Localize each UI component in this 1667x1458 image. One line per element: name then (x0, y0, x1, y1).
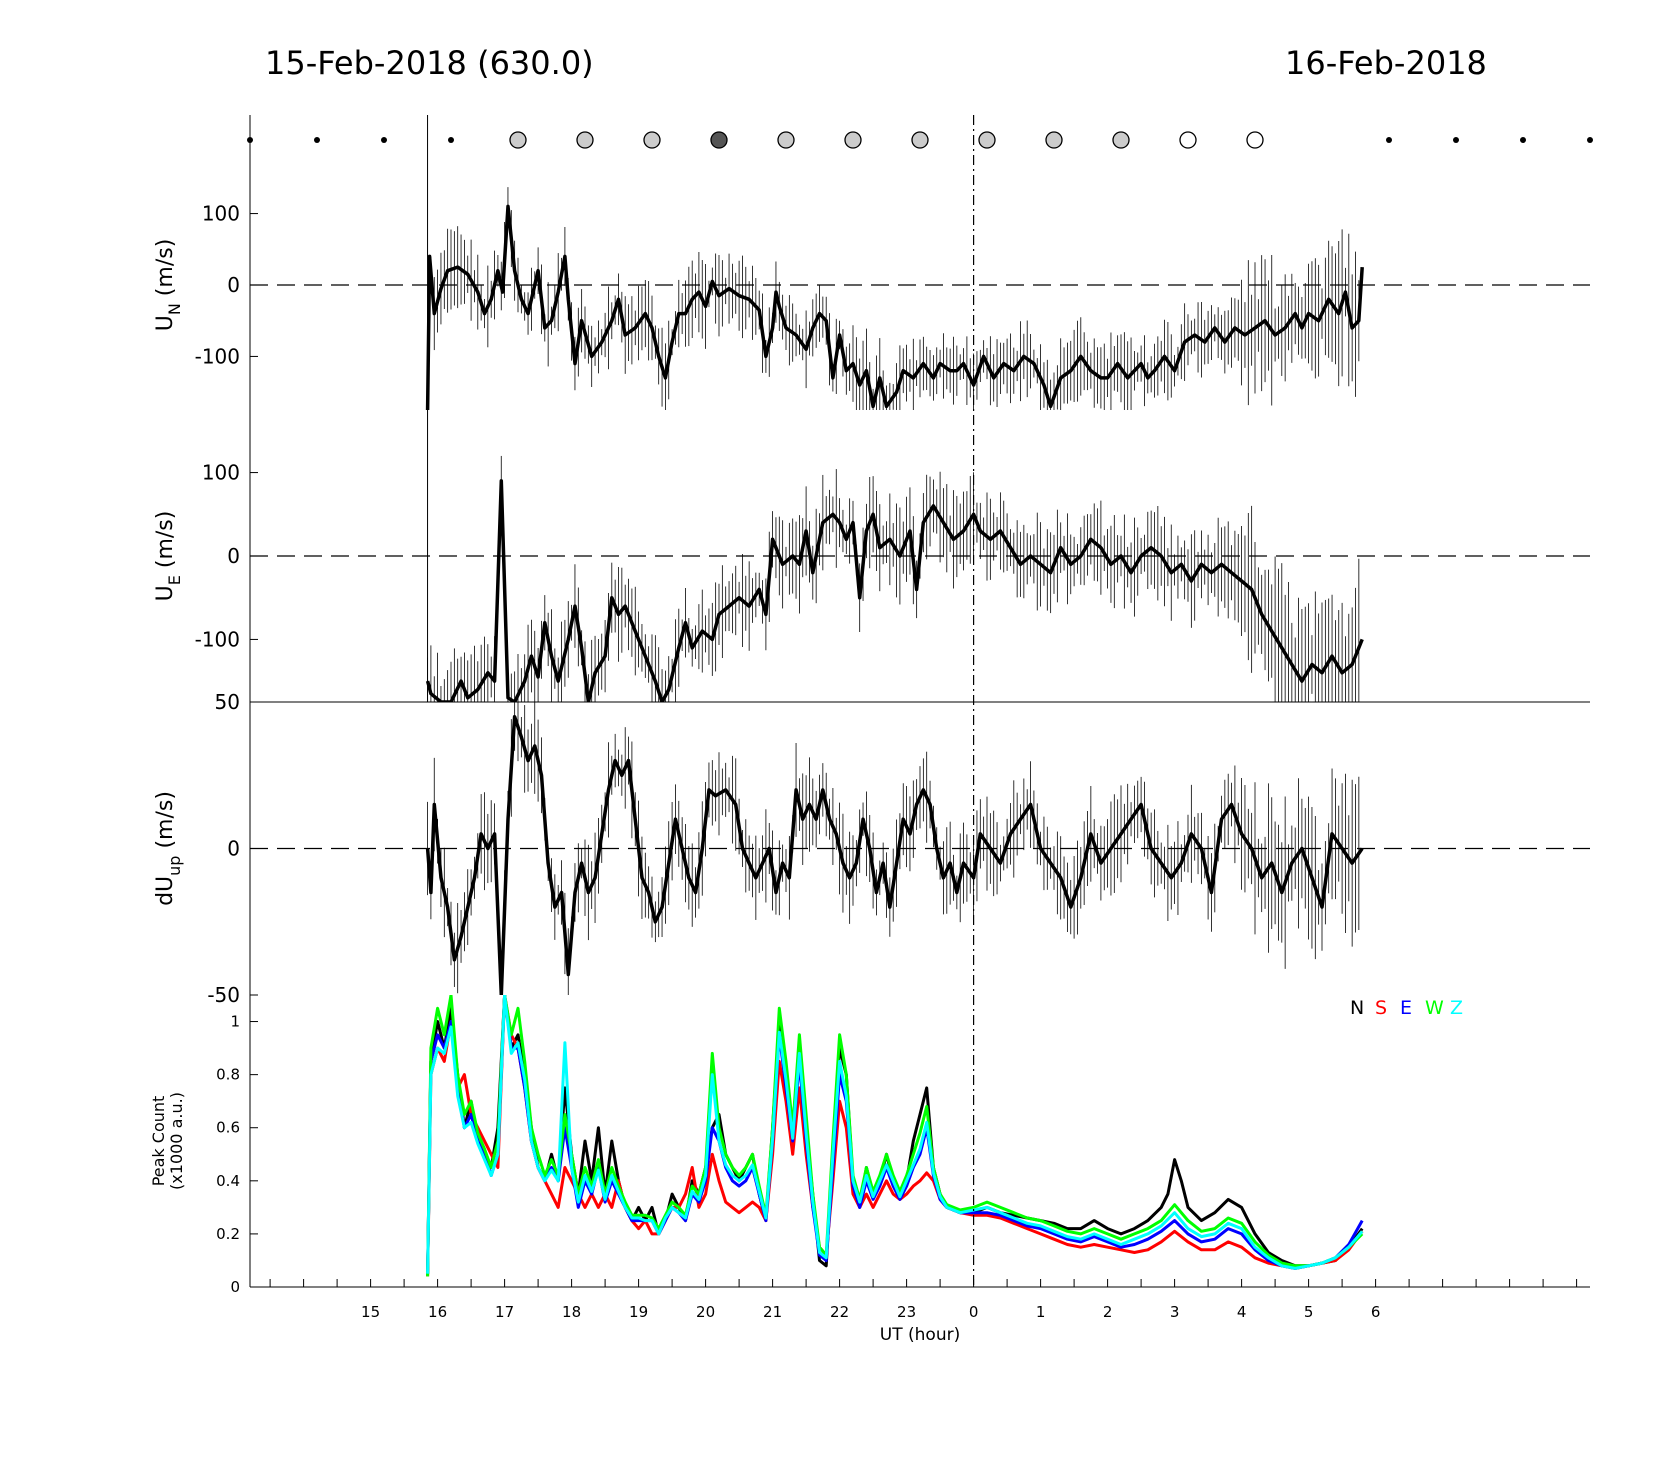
marker-circle-5 (844, 131, 862, 149)
marker-circle-1 (576, 131, 594, 149)
marker-dot-3 (448, 137, 454, 143)
xtick-label-12: 3 (1170, 1303, 1180, 1321)
legend-entry-Z: Z (1450, 997, 1463, 1019)
ylabel-un: UN (m/s) (153, 239, 184, 332)
ylabel-dup: dUup (m/s) (153, 791, 184, 906)
marker-circle-11 (1246, 131, 1264, 149)
series-line-peak-Z (426, 995, 1364, 1274)
xtick-label-1: 16 (428, 1303, 447, 1321)
legend-entry-W: W (1425, 997, 1444, 1019)
error-bars-ue (427, 455, 1360, 702)
ytick-label-peak-5: 1 (230, 1013, 240, 1031)
date-left-title: 15-Feb-2018 (630.0) (265, 44, 594, 82)
xtick-label-2: 17 (495, 1303, 514, 1321)
ylabel-peak-1: (x1000 a.u.) (167, 1092, 186, 1190)
panel-un: -100 0 100 UN (m/s) (153, 115, 1590, 410)
marker-circle-2 (643, 131, 661, 149)
series-line-peak-W (426, 995, 1364, 1277)
ytick-label-peak-0: 0 (230, 1278, 240, 1296)
marker-dot-5 (1453, 137, 1459, 143)
marker-circle-4 (777, 131, 795, 149)
ytick-label-un-0: -100 (195, 344, 240, 368)
marker-circle-7 (978, 131, 996, 149)
xtick-label-4: 19 (629, 1303, 648, 1321)
ylabel-peak-0: Peak Count (149, 1096, 168, 1187)
xtick-label-10: 1 (1036, 1303, 1046, 1321)
marker-dot-6 (1520, 137, 1526, 143)
plot-area-dup (425, 702, 1364, 995)
marker-circle-8 (1045, 131, 1063, 149)
x-axis-label: UT (hour) (880, 1325, 960, 1345)
series-line-peak-S (426, 995, 1364, 1277)
series-line-un-0 (425, 204, 1364, 410)
xtick-label-3: 18 (562, 1303, 581, 1321)
marker-dot-7 (1587, 137, 1593, 143)
marker-dot-2 (381, 137, 387, 143)
ytick-label-peak-4: 0.8 (216, 1066, 240, 1084)
marker-circle-3 (710, 131, 728, 149)
legend-entry-S: S (1375, 997, 1387, 1019)
ytick-label-un-1: 0 (227, 273, 240, 297)
plot-area-un (425, 187, 1364, 410)
xtick-label-7: 22 (830, 1303, 849, 1321)
overlay-lines (427, 115, 975, 1287)
xtick-label-13: 4 (1237, 1303, 1247, 1321)
xtick-label-6: 21 (763, 1303, 782, 1321)
plot-area-ue (425, 455, 1364, 702)
xtick-label-15: 6 (1371, 1303, 1381, 1321)
xtick-label-11: 2 (1103, 1303, 1113, 1321)
marker-circle-9 (1112, 131, 1130, 149)
series-line-dup-0 (425, 714, 1364, 995)
plot-area-peak (426, 995, 1364, 1277)
marker-dot-1 (314, 137, 320, 143)
legend-entry-E: E (1400, 997, 1412, 1019)
ytick-label-ue-0: -100 (195, 627, 240, 651)
date-right-title: 16-Feb-2018 (1285, 44, 1487, 82)
marker-circle-0 (509, 131, 527, 149)
marker-circle-6 (911, 131, 929, 149)
legend-entry-N: N (1350, 997, 1364, 1019)
marker-dot-4 (1386, 137, 1392, 143)
xtick-label-5: 20 (696, 1303, 715, 1321)
ytick-label-dup-2: 50 (215, 690, 240, 714)
xtick-label-8: 23 (897, 1303, 916, 1321)
xtick-label-14: 5 (1304, 1303, 1314, 1321)
fov-markers (247, 131, 1593, 149)
ytick-label-peak-3: 0.6 (216, 1119, 240, 1137)
ytick-label-un-2: 100 (202, 202, 240, 226)
ylabel-ue: UE (m/s) (153, 511, 184, 602)
ytick-label-dup-1: 0 (227, 837, 240, 861)
series-line-ue-0 (425, 479, 1364, 702)
ytick-label-ue-1: 0 (227, 544, 240, 568)
ytick-label-dup-0: -50 (207, 983, 240, 1007)
ytick-label-ue-2: 100 (202, 461, 240, 485)
ytick-label-peak-1: 0.2 (216, 1225, 240, 1243)
marker-circle-10 (1179, 131, 1197, 149)
xtick-label-0: 15 (361, 1303, 380, 1321)
xtick-label-9: 0 (969, 1303, 979, 1321)
ytick-label-peak-2: 0.4 (216, 1172, 240, 1190)
panel-ue: -100 0 100 UE (m/s) (153, 410, 1590, 702)
panel-dup: -50 0 50 dUup (m/s) (153, 690, 1590, 1007)
